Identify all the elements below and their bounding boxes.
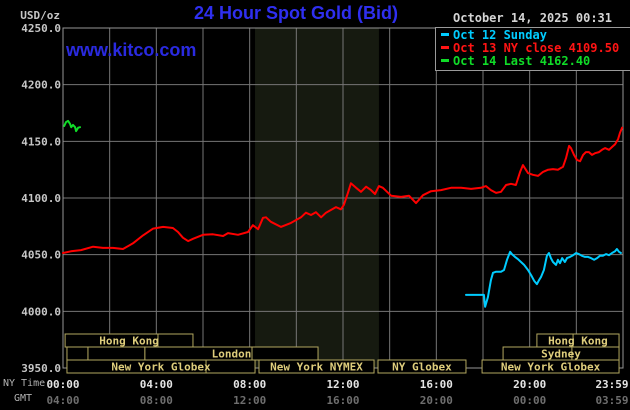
legend-box: Oct 12 Sunday Oct 13 NY close 4109.50 Oc… <box>435 27 630 71</box>
x-tick-label-gmt: 04:00 <box>46 394 79 407</box>
series-line-oct-14 <box>63 119 81 133</box>
session-box <box>481 359 620 374</box>
session-label: NY Globex <box>392 361 452 374</box>
x-axis-gmt-label: GMT <box>14 393 33 404</box>
series-line-oct-12-sunday <box>465 248 622 308</box>
x-tick-label-ny: 12:00 <box>326 378 359 391</box>
session-label: Hong Kong <box>548 335 608 348</box>
session-label: Hong Kong <box>99 335 159 348</box>
x-tick-label-gmt: 00:00 <box>513 394 546 407</box>
y-tick-label: 4050.0 <box>21 249 61 262</box>
legend-item-oct13: Oct 13 NY close 4109.50 <box>441 42 630 55</box>
x-tick-label-ny: 16:00 <box>420 378 453 391</box>
kitco-watermark-link[interactable]: www.kitco.com <box>66 40 197 60</box>
legend-item-oct14: Oct 14 Last 4162.40 <box>441 55 630 68</box>
session-label: New York Globex <box>501 361 601 374</box>
x-tick-label-ny: 23:59 <box>595 378 628 391</box>
x-tick-label-gmt: 08:00 <box>140 394 173 407</box>
session-box <box>377 359 467 374</box>
y-tick-label: 3950.0 <box>21 362 61 375</box>
y-tick-label: 4150.0 <box>21 135 61 148</box>
y-tick-label: 4000.0 <box>21 305 61 318</box>
session-box <box>87 346 146 361</box>
x-tick-label-ny: 08:00 <box>233 378 266 391</box>
legend-label: Oct 14 Last 4162.40 <box>453 54 591 68</box>
y-tick-label: 4250.0 <box>21 22 61 35</box>
legend-label: Oct 13 NY close 4109.50 <box>453 41 620 55</box>
x-tick-label-ny: 04:00 <box>140 378 173 391</box>
x-tick-label-ny: 20:00 <box>513 378 546 391</box>
x-axis-ny-time-label: NY Time <box>3 378 46 389</box>
x-tick-label-gmt: 20:00 <box>420 394 453 407</box>
x-tick-label-gmt: 16:00 <box>326 394 359 407</box>
x-tick-label-gmt: 03:59 <box>595 394 628 407</box>
legend-marker-oct12 <box>441 32 449 36</box>
series-line-oct-13 <box>62 126 624 254</box>
session-box <box>66 359 256 374</box>
y-tick-label: 4100.0 <box>21 192 61 205</box>
session-label: New York Globex <box>111 361 211 374</box>
x-tick-label-ny: 00:00 <box>46 378 79 391</box>
session-label: London <box>212 348 252 361</box>
legend-item-oct12: Oct 12 Sunday <box>441 29 630 42</box>
x-tick-label-gmt: 12:00 <box>233 394 266 407</box>
legend-label: Oct 12 Sunday <box>453 28 547 42</box>
page-title: 24 Hour Spot Gold (Bid) <box>194 3 398 23</box>
legend-marker-oct13 <box>441 45 449 49</box>
chart-datetime: October 14, 2025 00:31 <box>453 11 612 25</box>
y-tick-label: 4200.0 <box>21 79 61 92</box>
session-label: New York NYMEX <box>270 361 363 374</box>
legend-marker-oct14 <box>441 58 449 62</box>
session-box <box>66 346 89 361</box>
session-box <box>258 359 375 374</box>
session-label: Sydney <box>541 348 581 361</box>
y-axis-unit-label: USD/oz <box>20 9 60 22</box>
